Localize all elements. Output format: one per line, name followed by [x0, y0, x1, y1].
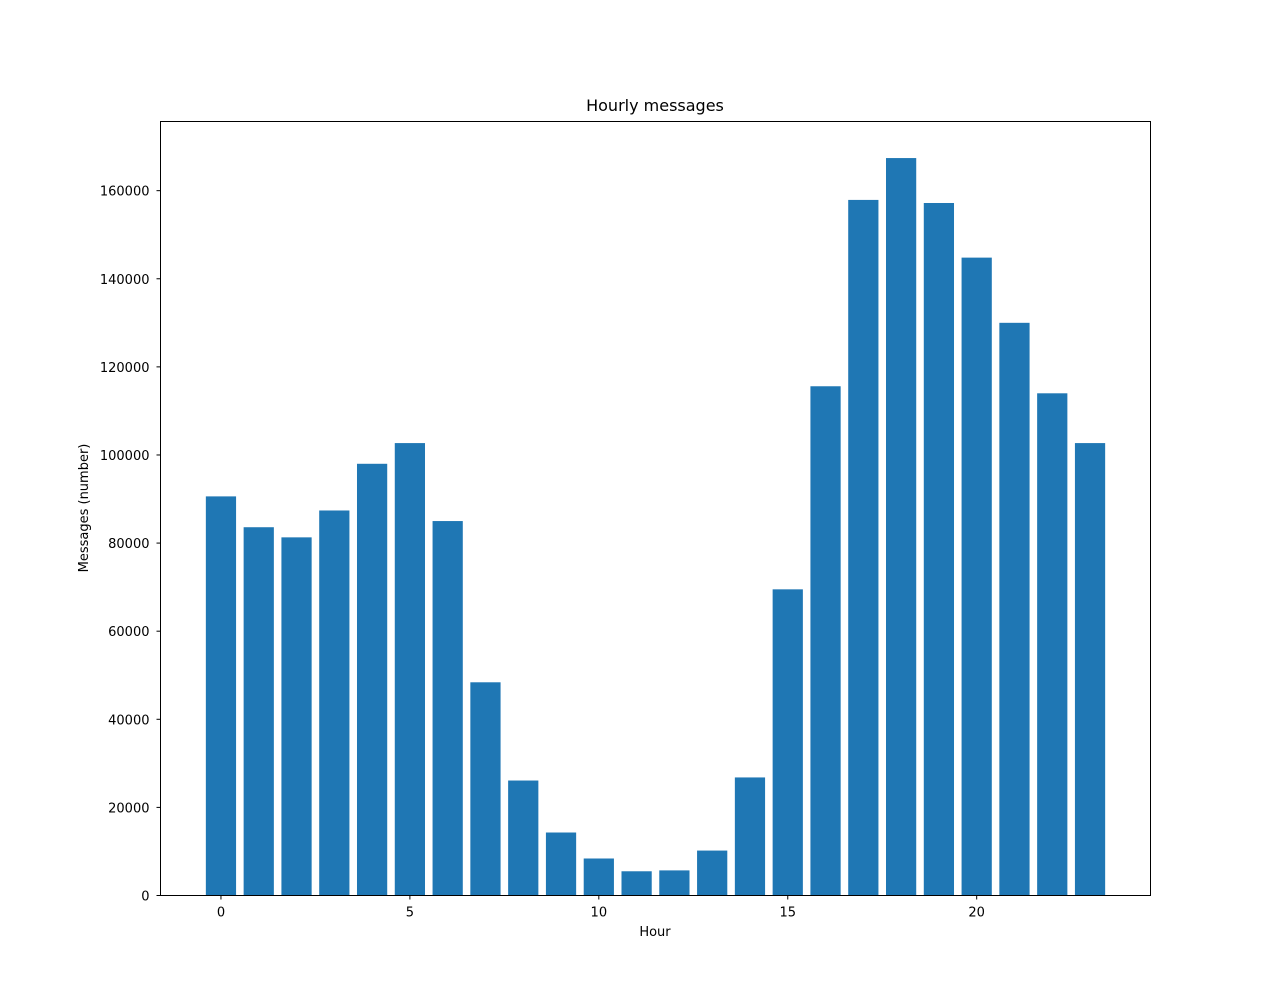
- bar-hour-15: [772, 589, 803, 896]
- y-tick-label: 100000: [100, 449, 150, 464]
- bar-hour-14: [734, 777, 766, 896]
- bar-hour-7: [470, 682, 501, 896]
- x-tick-label: 5: [406, 906, 414, 921]
- x-tick-label: 20: [968, 906, 985, 921]
- bar-hour-22: [1037, 393, 1068, 896]
- x-axis-label: Hour: [639, 925, 671, 940]
- bar-hour-1: [243, 527, 274, 896]
- bar-hour-18: [885, 158, 917, 896]
- y-axis-label: Messages (number): [77, 444, 92, 573]
- bar-hour-23: [1074, 443, 1106, 896]
- bar-hour-3: [319, 510, 350, 896]
- bar-hour-19: [923, 202, 955, 896]
- bar-hour-12: [659, 870, 690, 896]
- x-axis-ticks: 0 5 10 15 20: [217, 895, 985, 921]
- y-tick-label: 120000: [100, 361, 150, 376]
- bar-hour-8: [508, 780, 539, 896]
- y-tick-label: 20000: [108, 801, 149, 816]
- x-tick-label: 15: [779, 906, 796, 921]
- bar-hour-13: [697, 850, 728, 896]
- chart-title: Hourly messages: [586, 96, 724, 115]
- x-tick-label: 10: [591, 906, 608, 921]
- bar-hour-4: [356, 463, 388, 896]
- bar-hour-11: [621, 871, 652, 896]
- bar-hour-0: [205, 496, 237, 896]
- bar-hour-16: [810, 386, 841, 896]
- bar-hour-5: [394, 443, 426, 896]
- bar-hour-2: [281, 537, 312, 896]
- bar-hour-9: [545, 832, 577, 896]
- y-tick-label: 140000: [100, 273, 150, 288]
- plot-frame: [160, 121, 1151, 896]
- y-tick-label: 60000: [108, 625, 149, 640]
- y-tick-label: 80000: [108, 537, 149, 552]
- y-axis-ticks: 0 20000 40000 60000 80000 100000 120000 140000 1…: [100, 185, 161, 905]
- bar-hour-21: [999, 322, 1030, 896]
- bar-hour-20: [961, 257, 992, 896]
- bar-hour-10: [583, 858, 614, 896]
- x-tick-label: 0: [217, 906, 225, 921]
- bar-hour-17: [848, 199, 879, 896]
- y-tick-label: 40000: [108, 713, 149, 728]
- y-tick-label: 160000: [100, 185, 150, 200]
- y-tick-label: 0: [141, 890, 149, 905]
- bar-hour-6: [432, 521, 463, 896]
- bar-series: [205, 158, 1106, 896]
